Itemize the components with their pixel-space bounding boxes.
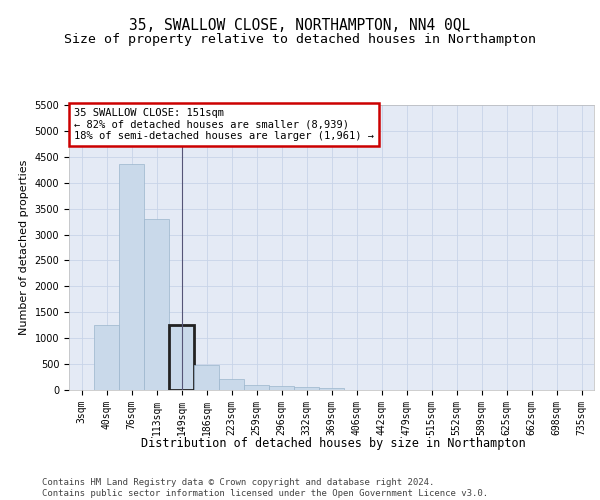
Bar <box>194 364 219 390</box>
Bar <box>144 219 169 390</box>
Bar <box>94 324 119 390</box>
Bar <box>269 386 294 390</box>
Bar <box>169 324 194 390</box>
Text: 35, SWALLOW CLOSE, NORTHAMPTON, NN4 0QL: 35, SWALLOW CLOSE, NORTHAMPTON, NN4 0QL <box>130 18 470 32</box>
Text: Contains HM Land Registry data © Crown copyright and database right 2024.
Contai: Contains HM Land Registry data © Crown c… <box>42 478 488 498</box>
Bar <box>294 387 319 390</box>
Bar <box>244 385 269 390</box>
Text: Size of property relative to detached houses in Northampton: Size of property relative to detached ho… <box>64 32 536 46</box>
Bar <box>219 379 244 390</box>
Bar <box>319 388 344 390</box>
Bar <box>119 164 144 390</box>
Text: Distribution of detached houses by size in Northampton: Distribution of detached houses by size … <box>140 438 526 450</box>
Y-axis label: Number of detached properties: Number of detached properties <box>19 160 29 335</box>
Text: 35 SWALLOW CLOSE: 151sqm
← 82% of detached houses are smaller (8,939)
18% of sem: 35 SWALLOW CLOSE: 151sqm ← 82% of detach… <box>74 108 374 141</box>
